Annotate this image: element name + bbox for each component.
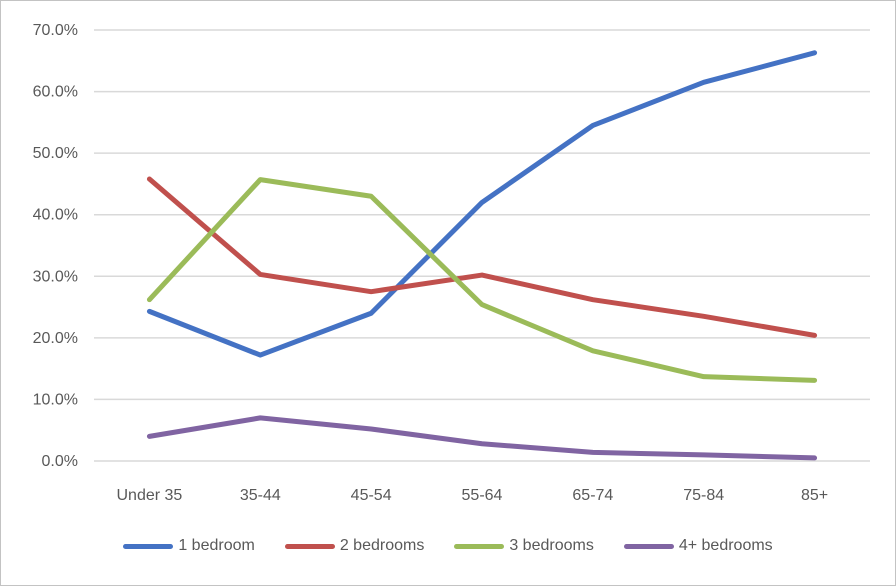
legend-label-3-bedrooms: 3 bedrooms [509,537,594,554]
legend-swatch-2-bedrooms [284,543,335,549]
series-line-1-bedroom [146,50,818,358]
legend-swatch-3-bedrooms [454,543,505,549]
series-line-2-bedrooms [146,176,818,338]
y-tick-label: 20.0% [33,330,78,347]
y-tick-label: 50.0% [33,145,78,162]
legend-item-3-bedrooms: 3 bedrooms [454,537,594,555]
y-tick-label: 0.0% [42,453,78,470]
legend-swatch-1-bedroom [123,543,174,549]
x-tick-label: 35-44 [240,487,281,504]
legend-label-2-bedrooms: 2 bedrooms [339,537,425,554]
x-tick-label: 55-64 [462,487,503,504]
x-tick-label: Under 35 [117,487,183,504]
x-tick-label: 65-74 [572,487,613,504]
y-tick-label: 10.0% [33,391,78,408]
legend-label-1-bedroom: 1 bedroom [178,537,255,554]
legend-item-2-bedrooms: 2 bedrooms [284,537,425,555]
y-tick-label: 70.0% [33,22,78,39]
series-line-4-bedrooms [146,415,818,461]
legend-item-4plus-bedrooms: 4+ bedrooms [623,537,773,555]
x-tick-label: 45-54 [351,487,392,504]
legend: 1 bedroom 2 bedrooms 3 bedrooms 4+ bedro… [1,533,895,559]
legend-label-4plus-bedrooms: 4+ bedrooms [678,537,773,554]
y-tick-label: 60.0% [33,84,78,101]
legend-swatch-4plus-bedrooms [623,543,674,549]
y-tick-label: 40.0% [33,207,78,224]
legend-item-1-bedroom: 1 bedroom [123,537,255,555]
x-tick-label: 85+ [801,487,828,504]
series-line-3-bedrooms [146,177,818,383]
x-tick-label: 75-84 [683,487,724,504]
y-tick-label: 30.0% [33,268,78,285]
